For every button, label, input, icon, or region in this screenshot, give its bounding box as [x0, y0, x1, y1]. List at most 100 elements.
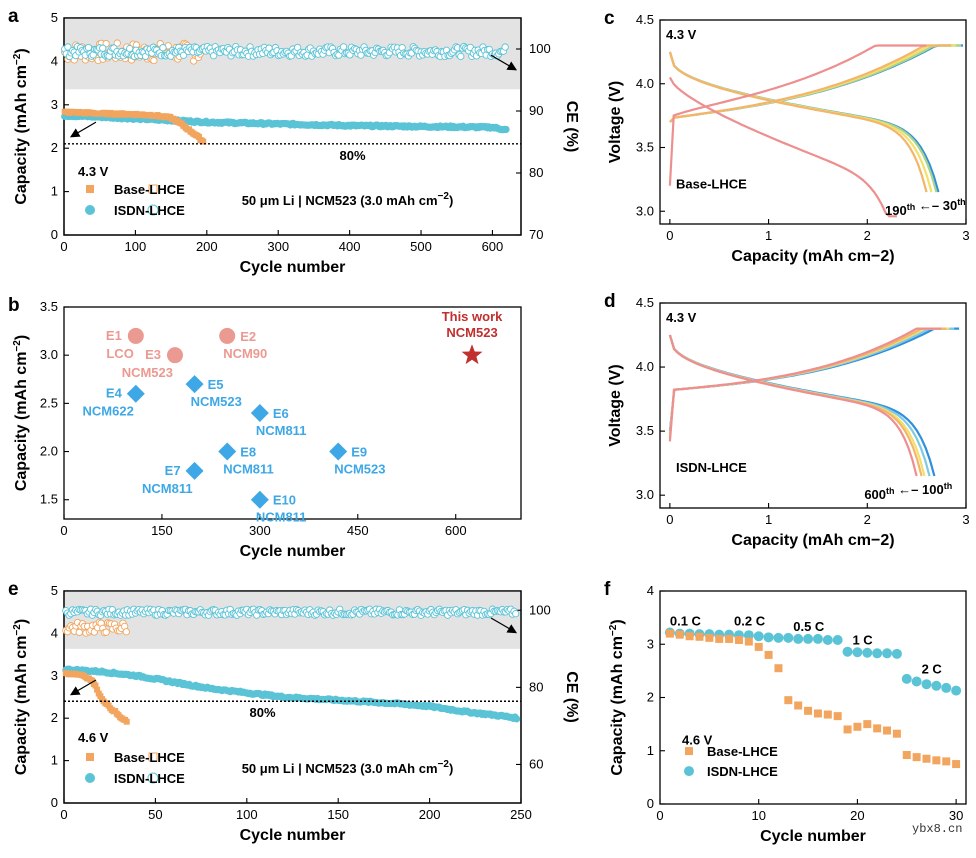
- rate-point: [675, 630, 684, 639]
- x-tick-label: 450: [347, 523, 369, 538]
- x-tick-label: 500: [410, 239, 432, 254]
- point-label: E1: [106, 328, 122, 343]
- point-label: E4: [106, 386, 123, 401]
- right-arrow: [490, 54, 518, 71]
- rate-point: [842, 646, 853, 657]
- voltage-label: 4.3 V: [666, 310, 697, 325]
- rate-point: [793, 633, 804, 644]
- data-point: [126, 384, 145, 403]
- x-tick-label: 300: [267, 239, 289, 254]
- rate-point: [872, 648, 883, 659]
- x-tick-label: 50: [148, 807, 162, 822]
- y-tick-label: 2: [51, 140, 58, 155]
- rate-point: [783, 632, 794, 643]
- legend-label: ISDN-LHCE: [114, 203, 185, 218]
- charge-curve: [668, 327, 942, 442]
- y-tick-label: 2: [51, 710, 58, 725]
- rate-point: [941, 682, 952, 693]
- plot-frame: [659, 19, 967, 225]
- discharge-curve: [668, 76, 897, 218]
- rate-point: [862, 647, 873, 658]
- point-label: E9: [351, 445, 367, 460]
- rate-point: [931, 680, 942, 691]
- rate-point: [853, 722, 862, 731]
- legend-marker-filled: [85, 773, 95, 783]
- rate-point: [665, 629, 674, 638]
- rate-point: [863, 720, 872, 729]
- legend-marker: [684, 766, 694, 777]
- rate-point: [685, 632, 694, 641]
- charge-curve: [668, 327, 955, 434]
- rate-point: [705, 633, 714, 642]
- panel-e: 0 50 100 150 200 250 0 1 2 3 4 5 Cycle number Capacit…: [8, 579, 580, 844]
- point-sublabel: NCM622: [83, 404, 134, 419]
- y-tick-label: 1.5: [40, 492, 58, 507]
- y-tick-label: 1: [647, 743, 654, 758]
- y-tick-label: 0: [51, 227, 58, 242]
- panel-letter: b: [8, 295, 20, 316]
- x-tick-label: 20: [850, 808, 864, 823]
- x-tick-label: 0: [666, 512, 673, 527]
- ce-point: [512, 610, 520, 618]
- cycle-range-label: 190th ←– 30th: [885, 197, 966, 218]
- y2-tick-label: 80: [529, 679, 543, 694]
- ce-point: [122, 628, 130, 636]
- point-sublabel: NCM523: [446, 325, 497, 340]
- y-axis-label: Capacity (mAh cm−2​): [12, 619, 30, 775]
- x-axis-label: Capacity (mAh cm−2): [731, 248, 894, 265]
- rate-point: [952, 760, 961, 769]
- x-tick-label: 2: [864, 228, 871, 243]
- rate-point: [832, 634, 843, 645]
- rate-point: [951, 685, 962, 696]
- legend-label: Base-LHCE: [114, 182, 185, 197]
- point-sublabel: NCM811: [223, 462, 274, 477]
- y-tick-label: 3.5: [40, 299, 58, 314]
- rate-point: [932, 756, 941, 765]
- plot-frame-top: [63, 590, 522, 804]
- legend-label: Base-LHCE: [114, 750, 185, 765]
- y-axis-label: Voltage (V): [607, 364, 624, 446]
- rate-point: [833, 712, 842, 721]
- ce-point: [179, 51, 188, 59]
- ce-point: [150, 56, 158, 65]
- rate-label: 1 C: [852, 632, 873, 647]
- y-tick-label: 3.5: [636, 423, 654, 438]
- panel-letter: d: [604, 291, 616, 312]
- y2-axis-label: CE (%): [563, 101, 580, 153]
- legend-label: Base-LHCE: [707, 744, 778, 759]
- capacity-point: [513, 715, 521, 723]
- x-tick-label: 0: [60, 523, 67, 538]
- ce-point: [64, 43, 72, 51]
- panel-b: 0 150 300 450 600 1.5 2.0 2.5 3.0 3.5 Cycle number…: [8, 295, 522, 560]
- discharge-curve: [668, 51, 940, 193]
- x-tick-label: 150: [327, 807, 349, 822]
- panel-d: 0 1 2 3 3.0 3.5 4.0 4.5 Capacity (mAh cm−2) Volta…: [604, 291, 970, 549]
- rate-point: [822, 634, 833, 645]
- rate-point: [922, 754, 931, 763]
- retention-label: 80%: [339, 148, 365, 163]
- y-tick-label: 2.5: [40, 395, 58, 410]
- y-tick-label: 3.0: [636, 203, 654, 218]
- point-sublabel: NCM523: [191, 394, 242, 409]
- y-tick-label: 3.0: [636, 487, 654, 502]
- discharge-curve: [668, 51, 933, 193]
- x-tick-label: 300: [249, 523, 271, 538]
- data-point: [185, 375, 204, 394]
- legend-marker-open: [148, 752, 158, 762]
- panel-letter: f: [604, 579, 611, 600]
- capacity-point: [92, 682, 99, 689]
- data-point: [218, 442, 237, 461]
- x-tick-label: 600: [482, 239, 504, 254]
- y2-tick-label: 80: [529, 165, 543, 180]
- ce-point: [159, 44, 167, 52]
- x-tick-label: 0: [60, 807, 67, 822]
- y-tick-label: 3: [51, 668, 58, 683]
- capacity-point: [94, 686, 101, 693]
- voltage-label: 4.3 V: [666, 27, 697, 42]
- y-axis-label: Capacity (mAh cm−2​): [12, 335, 30, 491]
- ce-band: [65, 591, 520, 649]
- capacity-point: [502, 125, 510, 134]
- panel-a: 0 100 200 300 400 500 600 0 1 2 3 4 5 Cycle number Cap…: [8, 6, 580, 276]
- rate-point: [891, 648, 902, 659]
